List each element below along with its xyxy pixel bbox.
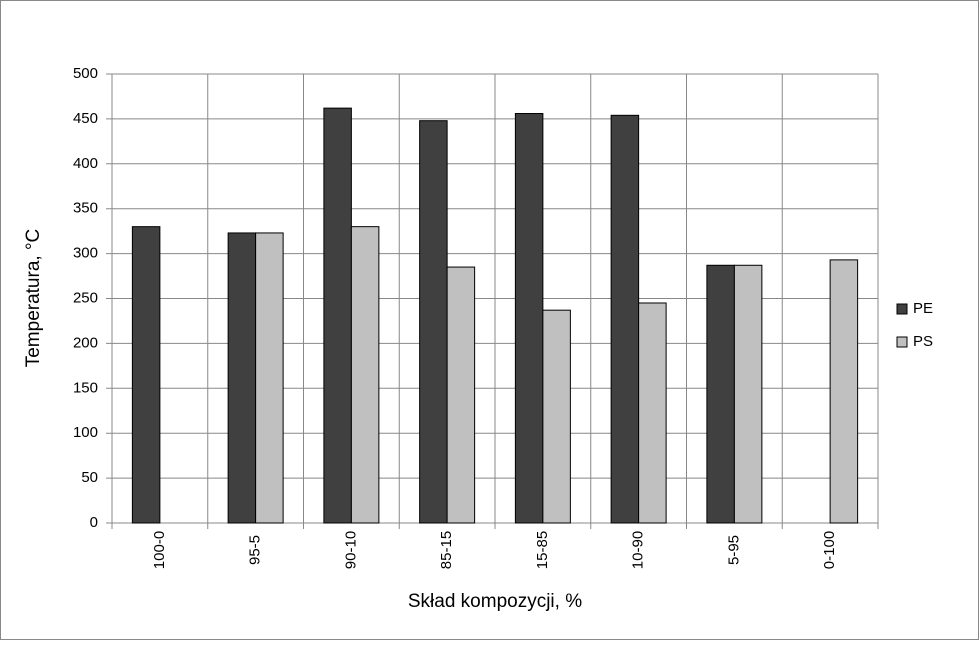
x-tick-label: 5-95 bbox=[725, 535, 742, 565]
y-tick-label: 300 bbox=[73, 245, 98, 262]
y-tick-label: 0 bbox=[90, 514, 98, 531]
bar bbox=[446, 266, 476, 524]
bar bbox=[829, 259, 859, 524]
y-tick-label: 50 bbox=[81, 469, 98, 486]
bar bbox=[323, 107, 352, 524]
x-tick-label: 10-90 bbox=[630, 531, 647, 569]
bar bbox=[638, 302, 667, 524]
bar bbox=[131, 226, 161, 524]
y-tick-label: 450 bbox=[73, 110, 98, 127]
y-tick-label: 100 bbox=[73, 424, 98, 441]
y-tick-label: 400 bbox=[73, 155, 98, 172]
bar bbox=[227, 232, 257, 524]
y-tick-label: 350 bbox=[73, 200, 98, 217]
x-tick-label: 90-10 bbox=[342, 531, 359, 569]
y-tick-label: 250 bbox=[73, 289, 98, 306]
legend-label: PE bbox=[913, 300, 933, 317]
y-tick-label: 200 bbox=[73, 334, 98, 351]
bar bbox=[419, 120, 448, 524]
x-tick-label: 15-85 bbox=[534, 531, 551, 569]
x-tick-label: 95-5 bbox=[247, 535, 264, 565]
legend-label: PS bbox=[913, 333, 933, 350]
x-tick-label: 100-0 bbox=[151, 531, 168, 569]
y-tick-label: 150 bbox=[73, 379, 98, 396]
bar bbox=[255, 232, 284, 524]
x-tick-label: 85-15 bbox=[438, 531, 455, 569]
bar bbox=[542, 309, 571, 524]
y-tick-label: 500 bbox=[73, 65, 98, 82]
bar bbox=[733, 264, 763, 524]
bar bbox=[350, 226, 380, 524]
bar bbox=[706, 264, 735, 524]
x-axis-label: Skład kompozycji, % bbox=[408, 591, 582, 612]
legend-swatch bbox=[896, 303, 908, 315]
bar bbox=[514, 113, 544, 524]
legend-swatch bbox=[896, 336, 908, 348]
y-axis-label: Temperatura, °C bbox=[23, 229, 44, 368]
bar bbox=[610, 114, 640, 524]
x-tick-label: 0-100 bbox=[821, 531, 838, 569]
